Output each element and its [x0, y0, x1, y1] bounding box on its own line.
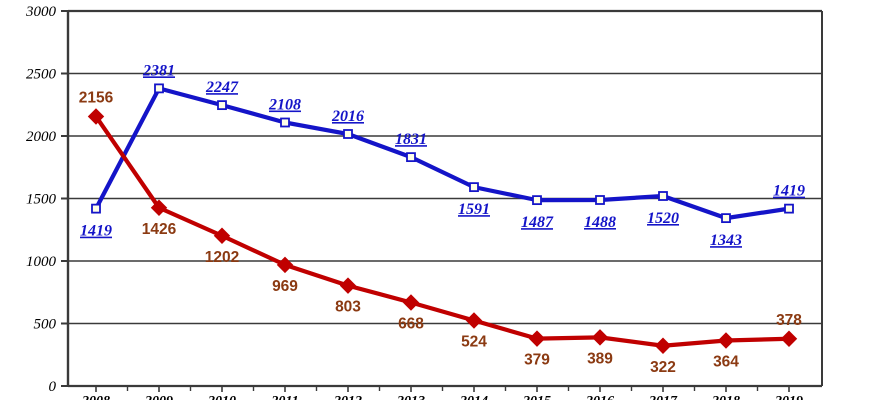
data-label: 1202 [205, 249, 239, 266]
y-axis-tick-label: 0 [49, 379, 57, 395]
data-point-marker [343, 129, 353, 139]
y-axis-tick-label: 2500 [26, 67, 57, 83]
x-axis-tick-label: 2009 [144, 394, 173, 400]
y-axis-tick-label: 2000 [26, 129, 57, 145]
gridlines-group [68, 9, 822, 325]
data-point-marker [591, 329, 609, 346]
y-axis-tick-label: 1000 [26, 254, 57, 270]
data-point-marker [658, 191, 668, 201]
data-label: 379 [524, 352, 550, 369]
y-axis-tick-label: 1500 [26, 192, 57, 208]
data-label: 1343 [710, 232, 742, 249]
data-label: 969 [272, 278, 298, 295]
data-label: 1591 [458, 201, 490, 218]
x-axis-ticks-group [95, 386, 790, 392]
data-point-marker [780, 330, 798, 347]
data-label: 1520 [647, 210, 679, 227]
data-point-marker [721, 213, 731, 224]
data-point-marker [87, 108, 105, 125]
data-label: 378 [776, 312, 802, 329]
data-point-marker [654, 337, 672, 354]
y-axis-tick-label: 500 [34, 317, 57, 333]
data-label: 389 [587, 350, 613, 367]
data-label: 322 [650, 359, 676, 376]
data-label: 1488 [584, 214, 616, 231]
data-label: 1419 [773, 183, 805, 200]
data-point-marker [154, 83, 164, 94]
data-label: 1426 [142, 221, 177, 238]
data-label: 2381 [142, 62, 175, 79]
data-point-marker [402, 294, 420, 311]
x-axis-tick-label: 2016 [585, 394, 614, 400]
data-point-marker [532, 195, 542, 206]
data-label: 1419 [80, 223, 112, 240]
x-axis-tick-label: 2017 [648, 394, 678, 400]
data-label: 2156 [79, 90, 114, 107]
x-axis-tick-label: 2010 [207, 394, 236, 400]
x-axis-tick-label: 2011 [270, 394, 298, 400]
y-axis-tick-label: 3000 [25, 4, 57, 20]
x-axis-tick-label: 2008 [81, 394, 110, 400]
series-line-red-series [93, 114, 792, 348]
data-label: 524 [461, 334, 487, 351]
data-point-marker [280, 117, 290, 128]
data-point-marker [339, 277, 357, 294]
data-label: 364 [713, 354, 739, 371]
series-lines-group [93, 86, 792, 348]
data-label: 1831 [395, 131, 427, 148]
data-label: 668 [398, 316, 424, 333]
data-point-marker [595, 195, 605, 205]
x-axis-tick-label: 2019 [774, 394, 803, 400]
data-point-marker [150, 199, 168, 216]
data-label: 2108 [268, 97, 301, 114]
data-point-marker [217, 100, 227, 111]
y-axis-tick-labels-group: 0 500 1000 1500 2000 2500 3000 [25, 4, 57, 395]
data-point-marker [528, 330, 546, 347]
data-point-marker [406, 152, 416, 163]
data-label: 2016 [331, 108, 364, 125]
x-axis-tick-label: 2018 [711, 394, 740, 400]
x-axis-tick-label: 2015 [522, 394, 551, 400]
data-point-marker [465, 312, 483, 329]
data-point-marker [91, 203, 101, 214]
data-label: 2247 [205, 79, 239, 96]
data-label: 803 [335, 299, 361, 316]
data-labels-group: 1419 2381 2247 2108 2016 1831 1591 1487 1488 1520… [79, 62, 805, 375]
series-markers-group [87, 83, 798, 354]
data-point-marker [717, 332, 735, 349]
data-label: 1487 [521, 214, 554, 231]
data-point-marker [276, 256, 294, 274]
series-line-blue-series [93, 86, 792, 221]
data-point-marker [213, 227, 231, 244]
x-axis-tick-label: 2014 [459, 394, 488, 400]
data-point-marker [784, 203, 794, 214]
x-axis-tick-label: 2012 [333, 394, 362, 400]
data-point-marker [469, 182, 479, 193]
